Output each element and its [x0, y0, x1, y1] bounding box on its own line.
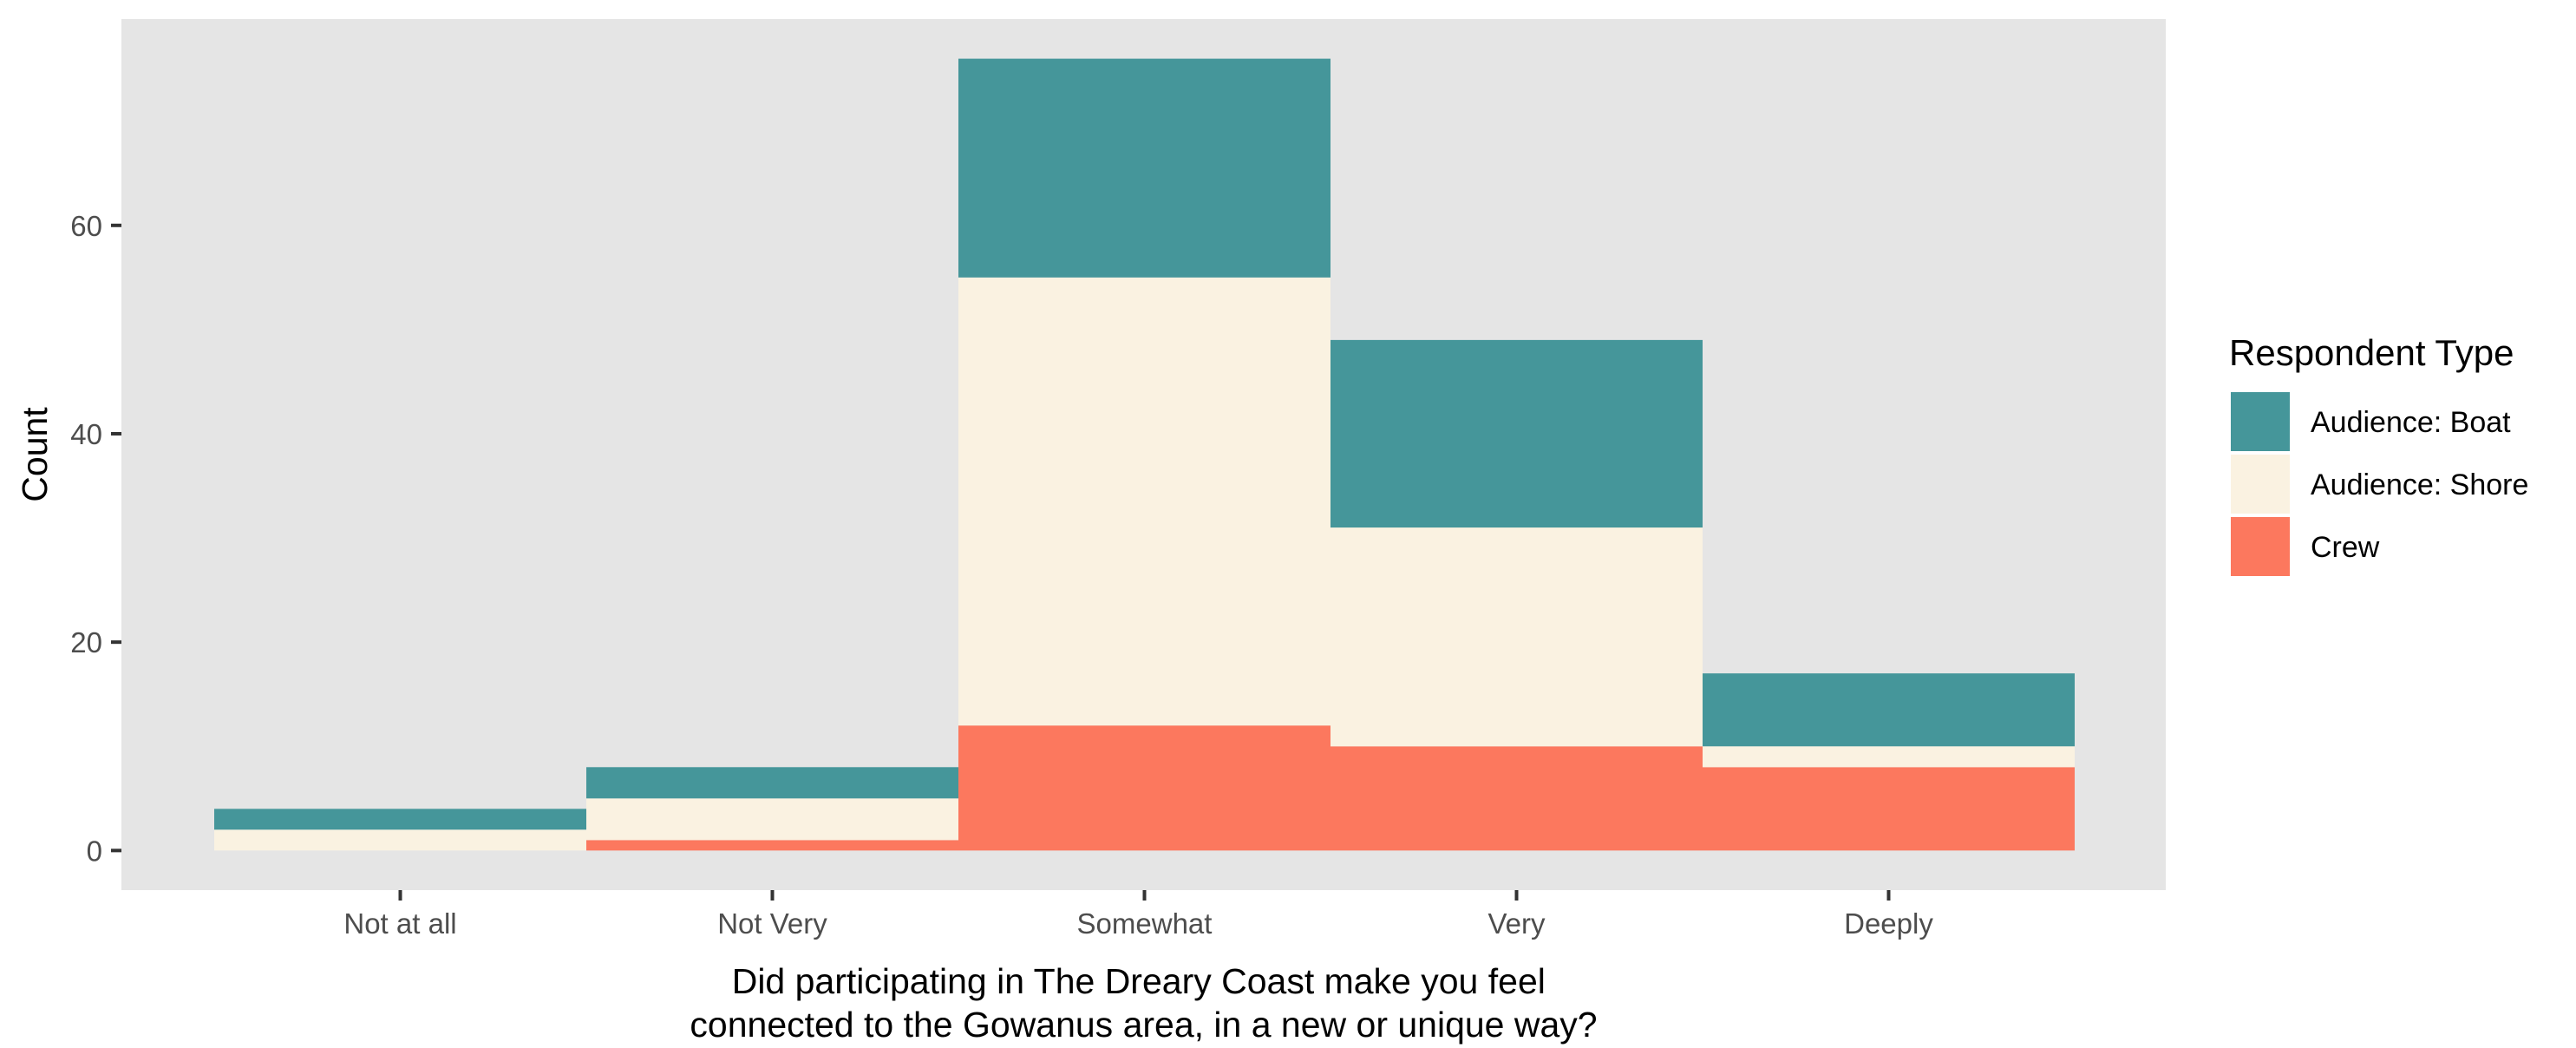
bar-not-very-audience-shore — [586, 798, 958, 841]
bar-not-very-audience-boat — [586, 767, 958, 799]
bar-very-audience-boat — [1330, 339, 1703, 528]
bar-not-at-all-audience-shore — [214, 829, 586, 851]
legend: Respondent Type Audience: Boat Audience: … — [2229, 332, 2528, 576]
x-axis: Not at all Not Very Somewhat Very Deeply — [343, 890, 1933, 940]
x-axis-title-line-1: Did participating in The Dreary Coast ma… — [732, 961, 1546, 1001]
x-axis-title-line-2: connected to the Gowanus area, in a new … — [690, 1005, 1597, 1045]
bar-deeply-crew — [1703, 767, 2075, 851]
x-tick-label-deeply: Deeply — [1844, 907, 1933, 940]
y-axis: 0 20 40 60 — [70, 210, 121, 867]
bar-not-very-crew — [586, 840, 958, 851]
y-tick-label-20: 20 — [70, 626, 102, 658]
bar-somewhat-audience-boat — [958, 58, 1330, 278]
x-tick-label-very: Very — [1487, 907, 1546, 940]
legend-key-crew — [2231, 517, 2290, 576]
bar-somewhat-audience-shore — [958, 277, 1330, 726]
bar-very-crew — [1330, 746, 1703, 851]
x-axis-title: Did participating in The Dreary Coast ma… — [690, 961, 1597, 1045]
legend-label-audience-boat: Audience: Boat — [2311, 406, 2511, 439]
legend-title: Respondent Type — [2229, 332, 2514, 373]
bar-deeply-audience-boat — [1703, 673, 2075, 747]
y-tick-label-40: 40 — [70, 418, 102, 450]
legend-label-audience-shore: Audience: Shore — [2311, 468, 2528, 501]
x-tick-label-somewhat: Somewhat — [1077, 907, 1213, 940]
legend-label-crew: Crew — [2311, 531, 2380, 564]
y-axis-title: Count — [15, 407, 55, 502]
bars-group — [214, 58, 2075, 851]
bar-deeply-audience-shore — [1703, 746, 2075, 768]
bar-very-audience-shore — [1330, 527, 1703, 747]
legend-key-audience-shore — [2231, 455, 2290, 514]
bar-not-at-all-audience-boat — [214, 809, 586, 830]
bar-somewhat-crew — [958, 725, 1330, 851]
legend-key-audience-boat — [2231, 392, 2290, 451]
x-tick-label-not-very: Not Very — [717, 907, 827, 940]
x-tick-label-not-at-all: Not at all — [343, 907, 456, 940]
y-tick-label-0: 0 — [87, 835, 102, 867]
y-tick-label-60: 60 — [70, 210, 102, 242]
